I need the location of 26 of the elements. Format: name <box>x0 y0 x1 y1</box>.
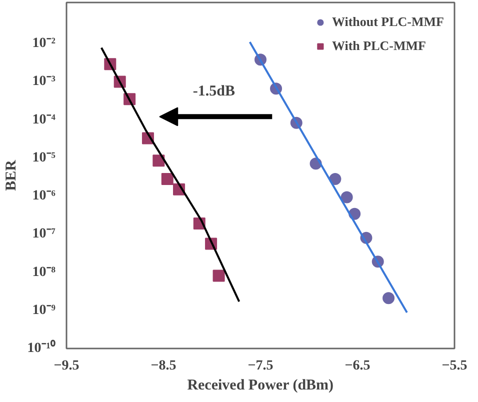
x-tick-label: −9.5 <box>54 358 80 374</box>
y-tick-label: 10⁻⁵ <box>32 150 56 166</box>
y-tick-label: 10⁻⁶ <box>32 188 56 204</box>
point <box>212 270 225 282</box>
y-tick-label: 10⁻⁷ <box>32 226 56 242</box>
legend-label: With PLC-MMF <box>332 38 426 54</box>
x-tick-label: −7.5 <box>248 358 274 374</box>
y-tick-label: 10⁻² <box>32 36 56 52</box>
point <box>161 173 174 186</box>
point <box>382 292 395 304</box>
legend-label: Without PLC-MMF <box>332 14 444 30</box>
x-tick-label: −8.5 <box>150 358 176 374</box>
x-axis-title: Received Power (dBm) <box>187 378 334 394</box>
y-tick-label: 10⁻⁹ <box>32 302 56 318</box>
point <box>152 154 165 167</box>
x-tick-label: −6.5 <box>344 358 370 374</box>
line-series <box>100 46 240 303</box>
y-tick-label: 10⁻¹⁰ <box>27 339 56 356</box>
point <box>329 173 342 186</box>
y-axis-title: BER <box>3 160 20 191</box>
y-tick-label: 10⁻⁸ <box>32 264 56 280</box>
point <box>340 191 353 204</box>
annotation: -1.5dB <box>192 83 235 100</box>
y-tick-label: 10⁻³ <box>32 74 56 90</box>
x-tick-label: −5.5 <box>442 358 468 374</box>
y-tick-label: 10⁻⁴ <box>32 112 56 128</box>
